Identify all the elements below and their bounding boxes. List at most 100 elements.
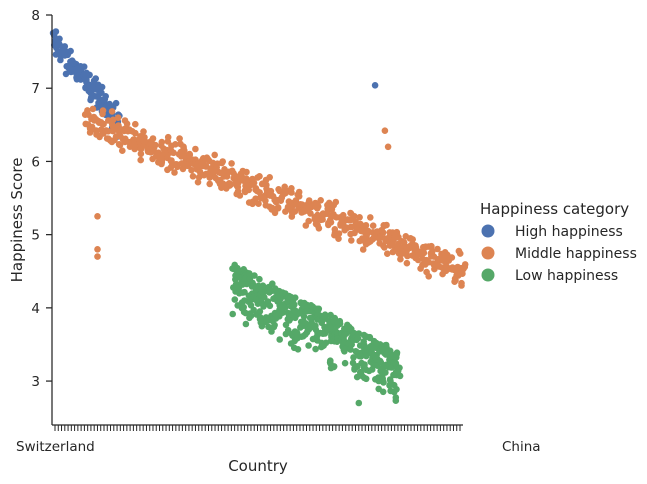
y-tick-label: 7 — [31, 81, 40, 97]
low-happiness-point — [282, 321, 290, 329]
low-happiness-point — [257, 319, 265, 326]
middle-happiness-point — [428, 242, 435, 250]
middle-happiness-point — [317, 216, 325, 224]
middle-happiness-point — [451, 278, 458, 286]
low-happiness-point — [341, 331, 349, 339]
middle-happiness-point — [356, 237, 364, 245]
low-happiness-point — [352, 348, 360, 355]
middle-happiness-point — [400, 239, 408, 246]
middle-happiness-point — [383, 221, 390, 229]
low-happiness-point — [269, 280, 276, 288]
high-happiness-point — [67, 47, 74, 55]
middle-happiness-point — [140, 128, 147, 135]
low-happiness-point — [350, 354, 357, 361]
middle-happiness-point — [236, 192, 244, 199]
middle-happiness-point — [356, 214, 363, 221]
low-happiness-point — [379, 346, 386, 353]
low-happiness-point — [347, 346, 354, 353]
middle-happiness-point — [255, 200, 262, 207]
low-happiness-point — [379, 378, 387, 385]
low-happiness-point — [379, 388, 387, 396]
low-happiness-point — [241, 288, 248, 296]
low-happiness-point — [327, 357, 334, 365]
low-happiness-point — [293, 329, 301, 337]
middle-happiness-point — [99, 107, 107, 114]
middle-happiness-point — [281, 183, 289, 191]
middle-happiness-point — [188, 166, 195, 174]
middle-happiness-point — [456, 250, 464, 257]
low-happiness-point — [355, 399, 363, 407]
low-happiness-point — [312, 345, 319, 353]
low-happiness-point — [305, 342, 312, 349]
low-happiness-point — [394, 367, 402, 375]
middle-happiness-point — [460, 265, 467, 273]
middle-happiness-point — [132, 129, 139, 137]
legend-label-middle: Middle happiness — [515, 246, 637, 262]
middle-happiness-point — [335, 235, 342, 242]
middle-happiness-point — [288, 189, 295, 196]
middle-happiness-point — [314, 221, 321, 229]
middle-happiness-point — [256, 173, 263, 180]
high-happiness-point — [61, 43, 69, 50]
high-happiness-point — [57, 56, 64, 64]
low-happiness-point — [376, 357, 384, 365]
middle-happiness-point — [168, 157, 175, 164]
high-happiness-point — [62, 70, 70, 78]
low-happiness-point — [321, 311, 329, 319]
high-happiness-point — [85, 71, 93, 79]
middle-happiness-point — [406, 244, 413, 252]
middle-happiness-point — [104, 128, 112, 135]
middle-happiness-point — [89, 105, 97, 113]
middle-happiness-point — [331, 226, 339, 233]
middle-happiness-point — [369, 222, 377, 229]
middle-happiness-point — [250, 179, 258, 187]
middle-happiness-point — [164, 138, 172, 145]
legend-title: Happiness category — [480, 200, 629, 218]
middle-happiness-point — [417, 265, 424, 272]
low-happiness-point — [334, 319, 342, 327]
low-happiness-point — [242, 320, 250, 328]
middle-happiness-point — [390, 237, 397, 244]
middle-happiness-point — [116, 141, 124, 149]
middle-happiness-point — [381, 127, 389, 134]
x-axis-label: Country — [228, 457, 288, 475]
high-happiness-point — [98, 83, 106, 91]
middle-happiness-point — [262, 197, 269, 204]
middle-happiness-point — [194, 178, 202, 186]
y-tick-label: 3 — [31, 374, 40, 390]
low-happiness-point — [354, 334, 362, 342]
middle-happiness-point — [137, 150, 145, 158]
middle-happiness-point — [132, 120, 139, 128]
middle-happiness-point — [137, 156, 144, 164]
middle-happiness-point — [89, 125, 96, 133]
low-happiness-point — [349, 359, 357, 367]
y-ticks: 3 4 5 6 7 8 — [31, 8, 52, 390]
middle-happiness-point — [317, 197, 325, 204]
x-tick-label-first: Switzerland — [16, 439, 95, 455]
middle-happiness-point — [219, 158, 226, 165]
low-happiness-point — [246, 270, 253, 277]
middle-happiness-point — [206, 174, 213, 181]
low-happiness-point — [302, 331, 309, 338]
low-happiness-point — [278, 304, 285, 312]
low-happiness-point — [251, 272, 258, 279]
low-happiness-point — [294, 346, 302, 353]
middle-happiness-point — [157, 142, 165, 149]
middle-happiness-point — [282, 189, 289, 197]
middle-happiness-point — [171, 169, 178, 176]
low-happiness-point — [361, 362, 368, 370]
low-happiness-point — [256, 308, 264, 315]
y-tick-label: 4 — [31, 301, 40, 317]
data-points — [49, 28, 469, 407]
middle-happiness-point — [114, 114, 122, 121]
low-happiness-point — [241, 297, 248, 304]
high-happiness-point — [371, 82, 379, 89]
middle-happiness-point — [384, 250, 391, 257]
middle-happiness-point — [295, 193, 303, 200]
low-happiness-point — [363, 352, 370, 360]
legend-marker-middle — [481, 246, 495, 260]
middle-happiness-point — [409, 236, 417, 243]
middle-happiness-point — [152, 141, 159, 149]
middle-happiness-point — [332, 198, 340, 206]
